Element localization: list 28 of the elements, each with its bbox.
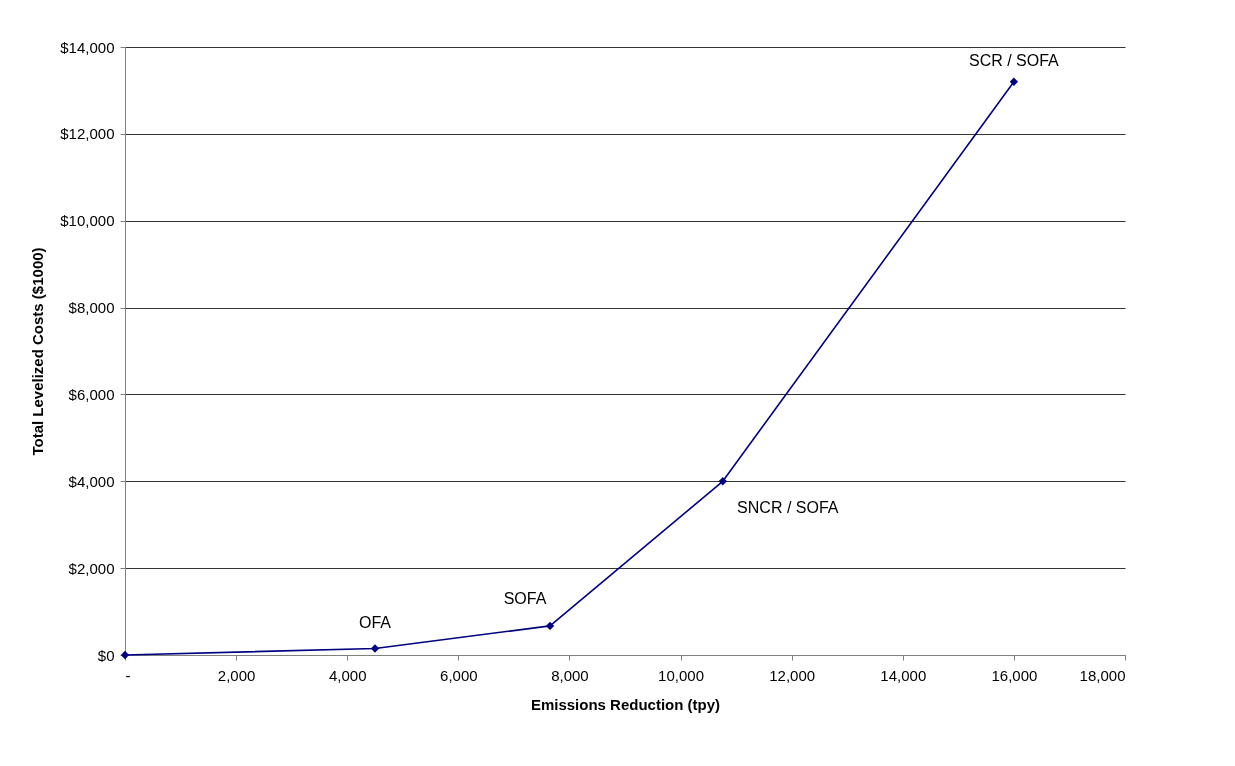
x-tick-label: -	[125, 666, 131, 684]
annotation: SOFA	[503, 589, 547, 607]
y-tick-label: $8,000	[68, 299, 115, 317]
x-tick-label: 14,000	[880, 666, 927, 684]
x-tick-label: 16,000	[991, 666, 1038, 684]
x-tick-label: 2,000	[217, 666, 256, 684]
y-tick-label: $6,000	[68, 385, 115, 403]
y-tick-label: $10,000	[60, 212, 115, 230]
x-tick-label: 18,000	[1079, 666, 1126, 684]
point	[545, 621, 555, 631]
point	[1009, 77, 1019, 86]
x-tick-label: 4,000	[328, 666, 367, 684]
annotation: OFA	[358, 614, 392, 632]
y-tick-label: $14,000	[60, 38, 115, 56]
y-tick-label: $2,000	[68, 559, 115, 577]
x-axis-title: Emissions Reduction (tpy)	[530, 695, 721, 713]
point	[370, 644, 380, 653]
x-tick-label: 12,000	[769, 666, 816, 684]
y-axis-title: Total Levelized Costs ($1000)	[29, 247, 47, 456]
annotation: SCR / SOFA	[968, 51, 1060, 69]
y-tick-label: $0	[97, 646, 115, 664]
y-tick-label: $12,000	[60, 125, 115, 143]
point	[718, 477, 727, 486]
y-tick-label: $4,000	[68, 472, 115, 490]
x-tick-label: 10,000	[658, 666, 704, 684]
x-tick-label: 6,000	[440, 666, 478, 684]
x-tick-label: 8,000	[551, 666, 589, 684]
annotation: SNCR / SOFA	[737, 499, 839, 517]
